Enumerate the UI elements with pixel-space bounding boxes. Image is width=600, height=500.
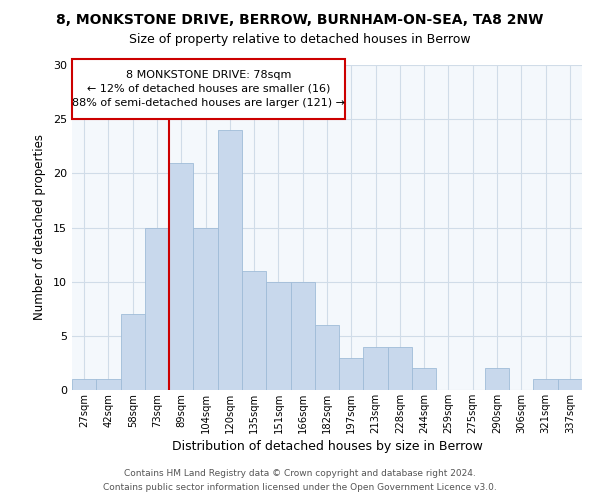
Bar [266,282,290,390]
Bar [315,325,339,390]
Bar [388,346,412,390]
Bar [169,162,193,390]
Bar [290,282,315,390]
Bar [533,379,558,390]
Bar [193,228,218,390]
Bar [242,271,266,390]
Bar [145,228,169,390]
Y-axis label: Number of detached properties: Number of detached properties [33,134,46,320]
Bar [96,379,121,390]
Bar [121,314,145,390]
X-axis label: Distribution of detached houses by size in Berrow: Distribution of detached houses by size … [172,440,482,453]
Text: Contains public sector information licensed under the Open Government Licence v3: Contains public sector information licen… [103,484,497,492]
Text: Size of property relative to detached houses in Berrow: Size of property relative to detached ho… [129,32,471,46]
Bar [412,368,436,390]
FancyBboxPatch shape [72,58,345,118]
Text: Contains HM Land Registry data © Crown copyright and database right 2024.: Contains HM Land Registry data © Crown c… [124,468,476,477]
Text: 8 MONKSTONE DRIVE: 78sqm
← 12% of detached houses are smaller (16)
88% of semi-d: 8 MONKSTONE DRIVE: 78sqm ← 12% of detach… [72,70,345,108]
Bar [218,130,242,390]
Bar [364,346,388,390]
Text: 8, MONKSTONE DRIVE, BERROW, BURNHAM-ON-SEA, TA8 2NW: 8, MONKSTONE DRIVE, BERROW, BURNHAM-ON-S… [56,12,544,26]
Bar [72,379,96,390]
Bar [339,358,364,390]
Bar [558,379,582,390]
Bar [485,368,509,390]
